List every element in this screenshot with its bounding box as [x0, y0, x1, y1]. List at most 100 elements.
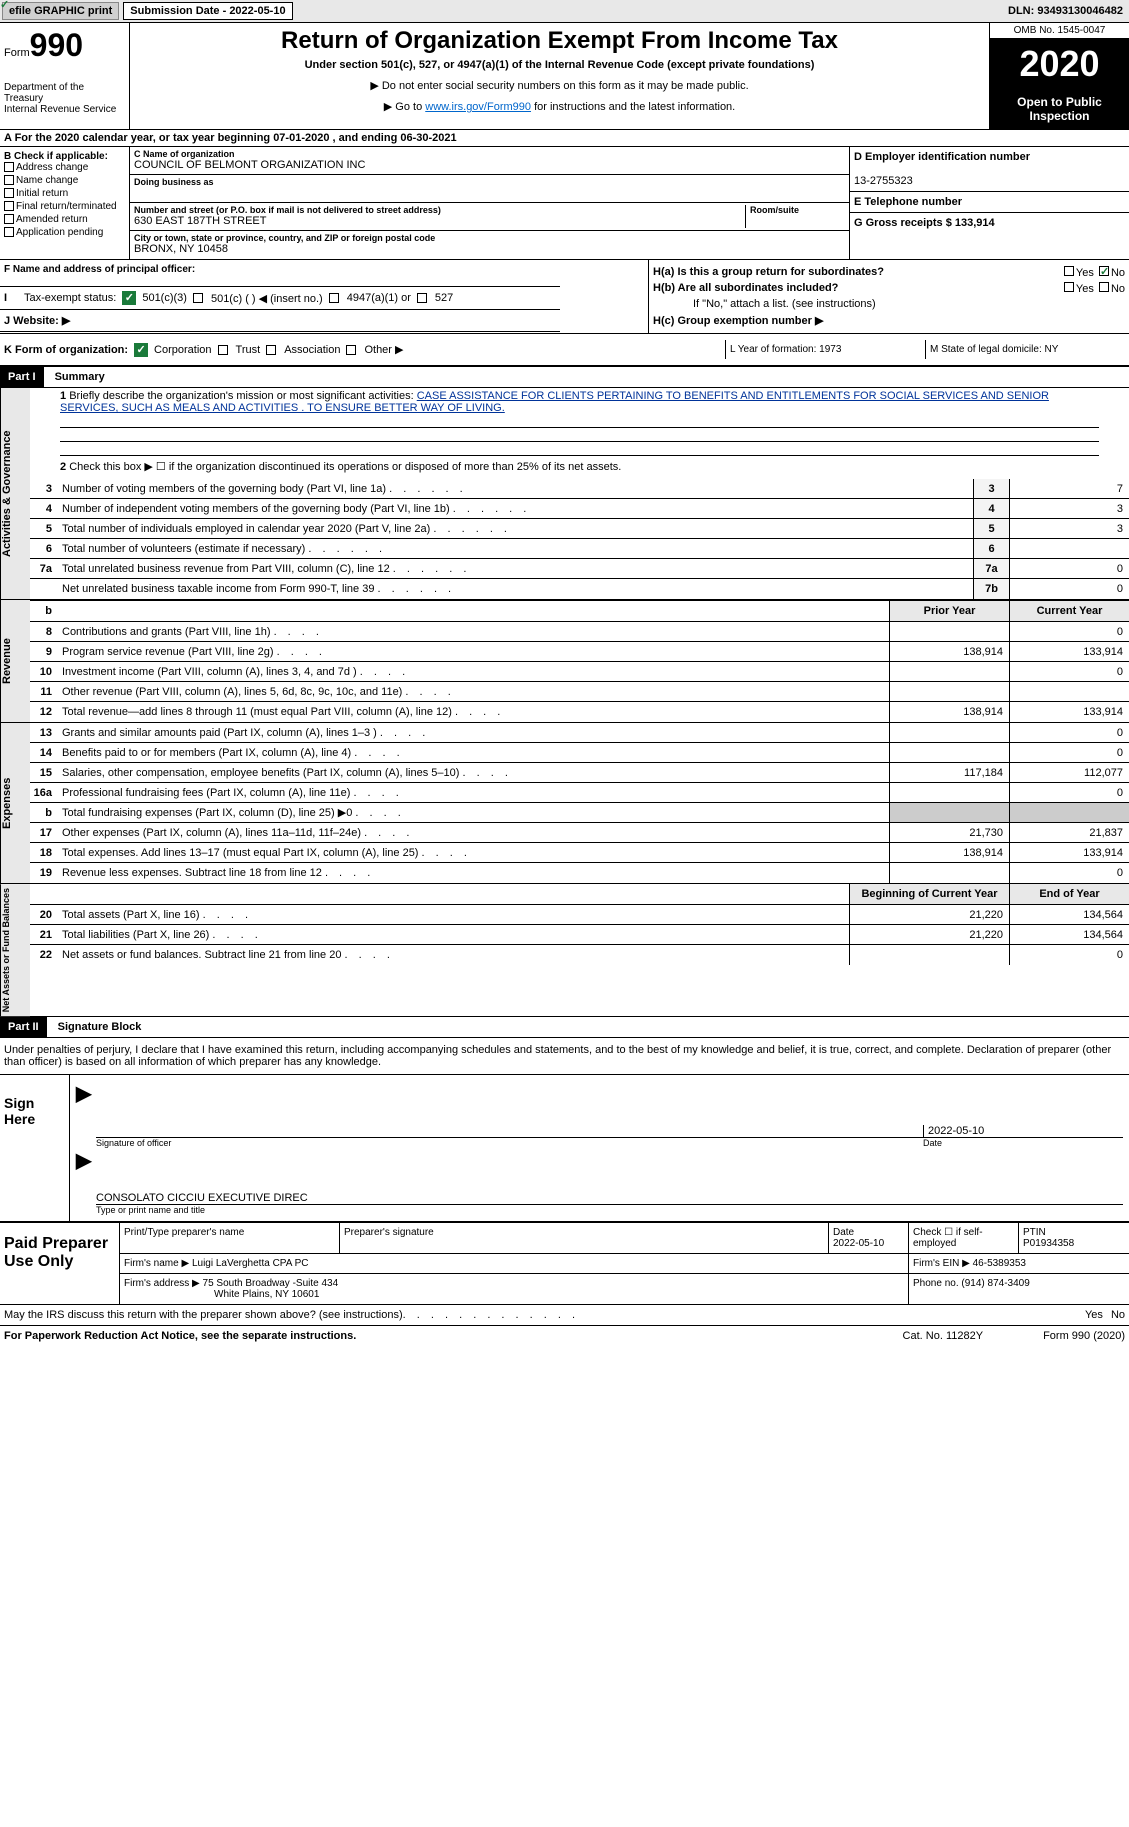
state-domicile: M State of legal domicile: NY [925, 340, 1125, 359]
chk-corp[interactable]: ✓ [134, 343, 148, 357]
chk-address-change[interactable]: Address change [4, 162, 125, 173]
data-line: 16a Professional fundraising fees (Part … [30, 783, 1129, 803]
chk-501c[interactable] [193, 293, 203, 303]
firm-addr2: White Plains, NY 10601 [124, 1289, 319, 1300]
row-j: J Website: ▶ [0, 310, 560, 332]
h-b-note: If "No," attach a list. (see instruction… [653, 296, 1125, 312]
box-b-label: B Check if applicable: [4, 151, 108, 162]
data-line: 20 Total assets (Part X, line 16) . . . … [30, 905, 1129, 925]
arrow-icon: ▶ [76, 1083, 91, 1105]
chk-501c3[interactable]: ✓ [122, 291, 136, 305]
hb-no[interactable] [1099, 282, 1109, 292]
part-ii-header: Part II Signature Block [0, 1017, 1129, 1038]
ein-label: D Employer identification number [854, 151, 1030, 163]
chk-initial-return[interactable]: Initial return [4, 188, 125, 199]
side-governance: Activities & Governance [0, 388, 30, 599]
chk-4947[interactable] [329, 293, 339, 303]
website-label: J Website: ▶ [4, 314, 70, 327]
tax-year: 2020 [990, 39, 1129, 89]
part-ii-num: Part II [0, 1017, 47, 1037]
gov-line: 3 Number of voting members of the govern… [30, 479, 1129, 499]
section-governance: Activities & Governance 1 Briefly descri… [0, 388, 1129, 600]
omb-number: OMB No. 1545-0047 [990, 23, 1129, 39]
header-left: Form990 Department of the Treasury Inter… [0, 23, 130, 129]
h-a-label: H(a) Is this a group return for subordin… [653, 266, 884, 278]
section-revenue: Revenue b Prior Year Current Year 8 Cont… [0, 600, 1129, 723]
row-k: K Form of organization: ✓Corporation Tru… [0, 334, 1129, 367]
dept-label: Department of the Treasury Internal Reve… [4, 82, 125, 115]
self-emp-label: Check ☐ if self-employed [909, 1223, 1019, 1253]
submission-date-badge: Submission Date - 2022-05-10 [123, 2, 292, 20]
section-net: Net Assets or Fund Balances Beginning of… [0, 884, 1129, 1017]
header-mid: Return of Organization Exempt From Incom… [130, 23, 989, 129]
data-line: 22 Net assets or fund balances. Subtract… [30, 945, 1129, 965]
chk-amended[interactable]: Amended return [4, 214, 125, 225]
data-line: 19 Revenue less expenses. Subtract line … [30, 863, 1129, 883]
gov-line: 7a Total unrelated business revenue from… [30, 559, 1129, 579]
form-header: Form990 Department of the Treasury Inter… [0, 23, 1129, 130]
ha-no[interactable] [1099, 266, 1109, 276]
ein-value: 13-2755323 [854, 175, 913, 187]
part-ii-title: Signature Block [50, 1017, 150, 1037]
line1-desc: Briefly describe the organization's miss… [69, 390, 413, 402]
form-footer: Form 990 (2020) [1043, 1330, 1125, 1342]
part-i-num: Part I [0, 367, 44, 387]
discuss-row: May the IRS discuss this return with the… [0, 1305, 1129, 1325]
sign-here-label: Sign Here [0, 1075, 70, 1221]
data-line: 13 Grants and similar amounts paid (Part… [30, 723, 1129, 743]
chk-trust[interactable] [218, 345, 228, 355]
irs-link[interactable]: www.irs.gov/Form990 [425, 101, 531, 113]
efile-print-button[interactable]: efile GRAPHIC print [2, 2, 119, 20]
firm-phone: (914) 874-3409 [961, 1278, 1029, 1289]
data-line: 8 Contributions and grants (Part VIII, l… [30, 622, 1129, 642]
paperwork-notice: For Paperwork Reduction Act Notice, see … [4, 1330, 356, 1342]
ha-yes[interactable] [1064, 266, 1074, 276]
paid-label: Paid Preparer Use Only [0, 1223, 120, 1304]
hb-yes[interactable] [1064, 282, 1074, 292]
sig-date: 2022-05-10 [923, 1125, 1123, 1137]
form-word: Form [4, 47, 30, 59]
prep-date-label: Date [833, 1227, 854, 1238]
data-line: b Total fundraising expenses (Part IX, c… [30, 803, 1129, 823]
data-line: 9 Program service revenue (Part VIII, li… [30, 642, 1129, 662]
ptin-value: P01934358 [1023, 1238, 1074, 1249]
hdr-end: End of Year [1009, 884, 1129, 904]
addr-value: 630 EAST 187TH STREET [134, 215, 745, 227]
inspection-badge: Open to Public Inspection [990, 89, 1129, 129]
chk-other[interactable] [346, 345, 356, 355]
data-line: 10 Investment income (Part VIII, column … [30, 662, 1129, 682]
data-line: 18 Total expenses. Add lines 13–17 (must… [30, 843, 1129, 863]
side-revenue: Revenue [0, 600, 30, 722]
chk-assoc[interactable] [266, 345, 276, 355]
form-note1: ▶ Do not enter social security numbers o… [134, 79, 985, 92]
sig-officer-label: Signature of officer [96, 1138, 923, 1148]
org-name-label: C Name of organization [134, 149, 845, 159]
city-value: BRONX, NY 10458 [134, 243, 845, 255]
data-line: 21 Total liabilities (Part X, line 26) .… [30, 925, 1129, 945]
chk-527[interactable] [417, 293, 427, 303]
box-b: B Check if applicable: Address change Na… [0, 147, 130, 259]
sig-name-label: Type or print name and title [96, 1205, 1123, 1215]
sign-here-block: Sign Here ▶ 2022-05-10 Signature of offi… [0, 1075, 1129, 1222]
chk-final-return[interactable]: Final return/terminated [4, 201, 125, 212]
chk-name-change[interactable]: Name change [4, 175, 125, 186]
data-line: 17 Other expenses (Part IX, column (A), … [30, 823, 1129, 843]
info-right: D Employer identification number 13-2755… [849, 147, 1129, 259]
form-note2: ▶ Go to www.irs.gov/Form990 for instruct… [134, 100, 985, 113]
line2-desc: Check this box ▶ ☐ if the organization d… [69, 461, 621, 473]
form-org-label: K Form of organization: [4, 344, 128, 356]
form-subtitle: Under section 501(c), 527, or 4947(a)(1)… [134, 59, 985, 71]
firm-addr-label: Firm's address ▶ [124, 1278, 200, 1289]
chk-pending[interactable]: Application pending [4, 227, 125, 238]
note2-pre: ▶ Go to [384, 101, 425, 113]
footer-bottom: For Paperwork Reduction Act Notice, see … [0, 1325, 1129, 1346]
note2-post: for instructions and the latest informat… [531, 101, 735, 113]
box-f-label: F Name and address of principal officer: [4, 264, 195, 275]
section-expenses: Expenses 13 Grants and similar amounts p… [0, 723, 1129, 884]
paid-preparer-block: Paid Preparer Use Only Print/Type prepar… [0, 1222, 1129, 1305]
header-right: OMB No. 1545-0047 2020 Open to Public In… [989, 23, 1129, 129]
tax-status-label: Tax-exempt status: [24, 292, 116, 304]
gov-line: Net unrelated business taxable income fr… [30, 579, 1129, 599]
hdr-current: Current Year [1009, 601, 1129, 621]
prep-sig-label: Preparer's signature [340, 1223, 829, 1253]
